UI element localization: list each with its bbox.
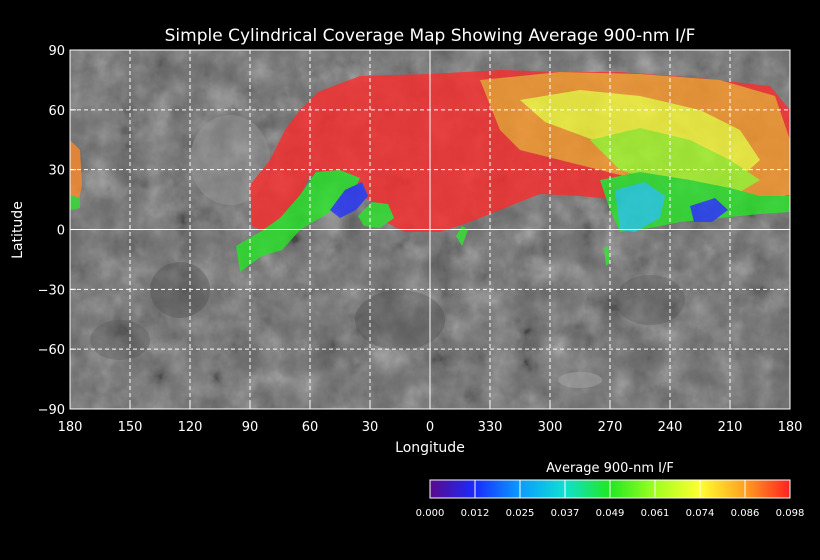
x-tick-label: 90 — [242, 420, 259, 435]
map-grid — [69, 49, 791, 410]
x-tick-label: 180 — [778, 420, 803, 435]
coverage-region-green-center — [358, 202, 394, 228]
x-tick-label: 0 — [426, 420, 434, 435]
y-tick-label: 0 — [57, 224, 65, 239]
coverage-region-tail — [456, 226, 468, 246]
colorbar-tick-label: 0.000 — [416, 508, 445, 519]
colorbar-tick-label: 0.025 — [506, 508, 535, 519]
y-tick-label: −30 — [38, 283, 65, 298]
colorbar-tick-label: 0.061 — [641, 508, 670, 519]
x-tick-label: 300 — [538, 420, 563, 435]
coverage-overlay — [70, 70, 790, 272]
colorbar-tick-label: 0.012 — [461, 508, 490, 519]
x-tick-label: 270 — [598, 420, 623, 435]
x-axis-label: Longitude — [395, 440, 465, 456]
x-tick-label: 330 — [478, 420, 503, 435]
y-tick-label: −90 — [38, 403, 65, 418]
y-axis-label: Latitude — [10, 201, 26, 259]
x-tick-label: 60 — [302, 420, 319, 435]
colorbar-tick-label: 0.074 — [686, 508, 715, 519]
latitude-ticks: 90 60 30 0 −30 −60 −90 — [38, 44, 65, 418]
coverage-region-cyan-east — [615, 182, 665, 232]
colorbar: Average 900-nm I/F 0.000 0.012 0.025 0.037 0… — [416, 461, 805, 519]
y-tick-label: 90 — [48, 44, 65, 59]
coverage-region-edge-west-green — [70, 195, 80, 210]
x-tick-label: 240 — [658, 420, 683, 435]
colorbar-ticks: 0.000 0.012 0.025 0.037 0.049 0.061 0.074 0.086… — [416, 480, 805, 519]
x-tick-label: 150 — [118, 420, 143, 435]
colorbar-tick-label: 0.037 — [551, 508, 580, 519]
colorbar-tick-label: 0.098 — [776, 508, 805, 519]
coverage-region-yellowgreen — [590, 128, 760, 192]
x-tick-label: 180 — [58, 420, 83, 435]
y-tick-label: −60 — [38, 343, 65, 358]
y-tick-label: 30 — [48, 164, 65, 179]
coverage-region-blue-west — [330, 182, 368, 218]
coverage-region-speck — [604, 246, 610, 266]
colorbar-tick-label: 0.086 — [731, 508, 760, 519]
x-tick-label: 120 — [178, 420, 203, 435]
colorbar-title: Average 900-nm I/F — [546, 461, 674, 476]
x-tick-label: 210 — [718, 420, 743, 435]
coverage-region-green-west — [236, 170, 360, 272]
coverage-region-blue-east — [690, 198, 728, 222]
map-title: Simple Cylindrical Coverage Map Showing … — [165, 26, 696, 46]
longitude-ticks: 180 150 120 90 60 30 0 330 300 270 240 210 180 — [58, 420, 803, 435]
colorbar-tick-label: 0.049 — [596, 508, 625, 519]
y-tick-label: 60 — [48, 104, 65, 119]
coverage-region-edge-west — [70, 140, 82, 210]
x-tick-label: 30 — [362, 420, 379, 435]
